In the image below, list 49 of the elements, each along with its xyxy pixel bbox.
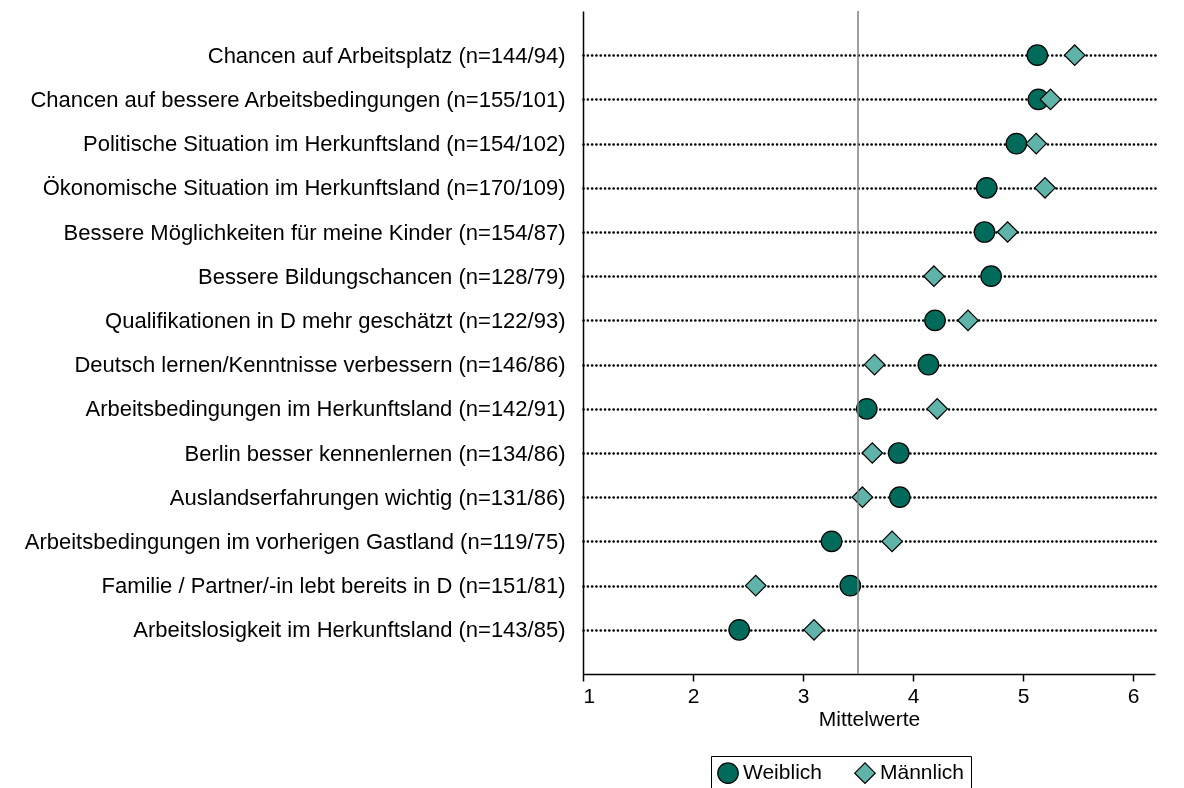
point <box>881 530 903 553</box>
y-tick-label: Arbeitsbedingungen im vorherigen Gastland (n=119/75) <box>24 528 566 554</box>
point <box>1063 44 1086 67</box>
point <box>1026 44 1049 67</box>
point <box>820 530 843 553</box>
point <box>1025 132 1048 155</box>
y-tick-label: Deutsch lernen/Kenntnisse verbessern (n=146/86) <box>74 352 566 378</box>
x-tick-label: 3 <box>797 683 810 707</box>
point <box>917 353 940 376</box>
y-tick-label: Qualifikationen in D mehr geschätzt (n=122/93) <box>105 307 566 333</box>
y-tick-label: Arbeitsbedingungen im Herkunftsland (n=142/91) <box>85 396 566 422</box>
point <box>728 618 751 641</box>
point <box>1005 132 1028 155</box>
point <box>861 442 884 464</box>
point <box>803 618 825 641</box>
point <box>975 176 998 199</box>
x-tick-label: 2 <box>687 683 700 707</box>
point <box>744 574 767 597</box>
point <box>973 221 996 243</box>
point <box>887 442 910 464</box>
legend-label: Männlich <box>880 760 965 784</box>
y-tick-label: Bessere Bildungschancen (n=128/79) <box>197 263 566 289</box>
point <box>1039 88 1062 111</box>
x-tick-label: 1 <box>583 683 596 707</box>
point <box>926 397 949 420</box>
point <box>924 309 946 332</box>
x-tick-label: 4 <box>907 683 920 707</box>
x-tick-label: 6 <box>1127 683 1140 707</box>
y-tick-label: Chancen auf bessere Arbeitsbedingungen (n=155/101) <box>30 86 566 112</box>
point <box>1034 176 1056 199</box>
y-tick-label: Berlin besser kennenlernen (n=134/86) <box>184 440 566 466</box>
point <box>980 265 1002 288</box>
y-tick-label: Auslandserfahrungen wichtig (n=131/86) <box>169 484 566 510</box>
point <box>855 397 878 420</box>
legend-label: Weiblich <box>743 760 822 784</box>
point <box>923 265 945 288</box>
point <box>996 221 1019 243</box>
y-tick-label: Politische Situation im Herkunftsland (n=154/102) <box>83 131 566 157</box>
y-tick-label: Chancen auf Arbeitsplatz (n=144/94) <box>207 42 566 68</box>
x-axis-title: Mittelwerte <box>818 706 921 730</box>
y-tick-label: Ökonomische Situation im Herkunftsland (n=170/109) <box>42 175 566 201</box>
point <box>839 574 862 597</box>
point <box>957 309 979 332</box>
x-tick-label: 5 <box>1017 683 1030 707</box>
point <box>888 486 911 509</box>
point <box>863 353 886 376</box>
y-tick-label: Bessere Möglichkeiten für meine Kinder (n=154/87) <box>63 219 566 245</box>
y-tick-label: Arbeitslosigkeit im Herkunftsland (n=143/85) <box>133 617 566 643</box>
y-tick-label: Familie / Partner/-in lebt bereits in D (n=151/81) <box>101 573 566 599</box>
